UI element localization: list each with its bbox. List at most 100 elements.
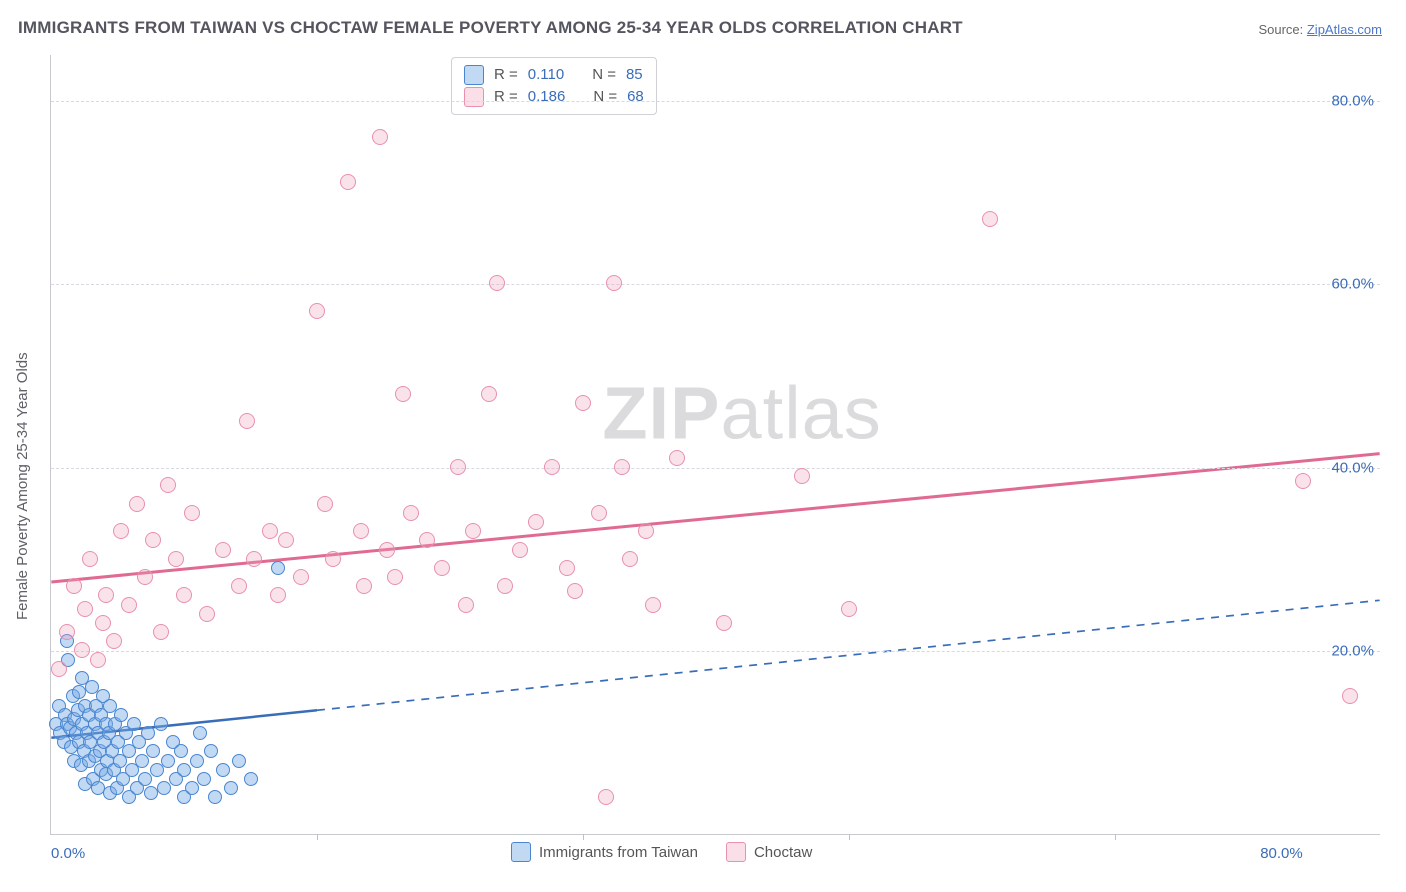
- data-point: [199, 606, 215, 622]
- data-point: [598, 789, 614, 805]
- gridline-h: [51, 651, 1380, 652]
- correlation-legend: R = 0.110 N = 85 R = 0.186 N = 68: [451, 57, 657, 115]
- data-point: [606, 275, 622, 291]
- data-point: [215, 542, 231, 558]
- data-point: [1342, 688, 1358, 704]
- data-point: [161, 754, 175, 768]
- legend-row-series-1: R = 0.186 N = 68: [464, 86, 644, 108]
- data-point: [77, 601, 93, 617]
- data-point: [129, 496, 145, 512]
- data-point: [224, 781, 238, 795]
- data-point: [465, 523, 481, 539]
- data-point: [197, 772, 211, 786]
- y-tick-label: 60.0%: [1331, 276, 1374, 293]
- data-point: [575, 395, 591, 411]
- data-point: [168, 551, 184, 567]
- gridline-h: [51, 101, 1380, 102]
- data-point: [208, 790, 222, 804]
- data-point: [340, 174, 356, 190]
- data-point: [95, 615, 111, 631]
- y-axis-label: Female Poverty Among 25-34 Year Olds: [14, 352, 31, 620]
- data-point: [190, 754, 204, 768]
- data-point: [146, 744, 160, 758]
- scatter-plot: ZIPatlas R = 0.110 N = 85 R = 0.186 N = …: [50, 55, 1380, 835]
- data-point: [387, 569, 403, 585]
- data-point: [591, 505, 607, 521]
- r-value-1: 0.186: [528, 86, 566, 108]
- data-point: [153, 624, 169, 640]
- legend-item-1: Choctaw: [726, 842, 812, 862]
- data-point: [353, 523, 369, 539]
- data-point: [66, 578, 82, 594]
- data-point: [74, 642, 90, 658]
- data-point: [114, 708, 128, 722]
- chart-title: IMMIGRANTS FROM TAIWAN VS CHOCTAW FEMALE…: [18, 18, 963, 38]
- data-point: [232, 754, 246, 768]
- series-name-1: Choctaw: [754, 844, 812, 861]
- data-point: [121, 597, 137, 613]
- data-point: [544, 459, 560, 475]
- x-tick-label: 80.0%: [1260, 845, 1303, 862]
- data-point: [98, 587, 114, 603]
- gridline-h: [51, 468, 1380, 469]
- data-point: [154, 717, 168, 731]
- data-point: [512, 542, 528, 558]
- swatch-blue: [464, 65, 484, 85]
- data-point: [379, 542, 395, 558]
- data-point: [113, 523, 129, 539]
- x-tick-mark: [317, 834, 318, 840]
- swatch-pink: [464, 87, 484, 107]
- data-point: [1295, 473, 1311, 489]
- x-tick-mark: [1115, 834, 1116, 840]
- series-name-0: Immigrants from Taiwan: [539, 844, 698, 861]
- n-label: N =: [592, 64, 616, 86]
- data-point: [185, 781, 199, 795]
- y-tick-label: 40.0%: [1331, 459, 1374, 476]
- data-point: [559, 560, 575, 576]
- source-link[interactable]: ZipAtlas.com: [1307, 22, 1382, 37]
- swatch-pink: [726, 842, 746, 862]
- data-point: [325, 551, 341, 567]
- data-point: [528, 514, 544, 530]
- data-point: [145, 532, 161, 548]
- source-prefix: Source:: [1258, 22, 1306, 37]
- data-point: [497, 578, 513, 594]
- data-point: [177, 763, 191, 777]
- data-point: [356, 578, 372, 594]
- legend-row-series-0: R = 0.110 N = 85: [464, 64, 644, 86]
- n-value-0: 85: [626, 64, 643, 86]
- data-point: [794, 468, 810, 484]
- data-point: [51, 661, 67, 677]
- data-point: [716, 615, 732, 631]
- r-label: R =: [494, 86, 518, 108]
- data-point: [270, 587, 286, 603]
- data-point: [622, 551, 638, 567]
- data-point: [271, 561, 285, 575]
- data-point: [317, 496, 333, 512]
- data-point: [246, 551, 262, 567]
- source-attribution: Source: ZipAtlas.com: [1258, 22, 1382, 37]
- data-point: [567, 583, 583, 599]
- data-point: [239, 413, 255, 429]
- data-point: [137, 569, 153, 585]
- data-point: [638, 523, 654, 539]
- data-point: [645, 597, 661, 613]
- data-point: [204, 744, 218, 758]
- data-point: [309, 303, 325, 319]
- data-point: [193, 726, 207, 740]
- n-value-1: 68: [627, 86, 644, 108]
- data-point: [450, 459, 466, 475]
- data-point: [403, 505, 419, 521]
- data-point: [244, 772, 258, 786]
- data-point: [82, 551, 98, 567]
- data-point: [982, 211, 998, 227]
- data-point: [372, 129, 388, 145]
- data-point: [127, 717, 141, 731]
- data-point: [90, 652, 106, 668]
- data-point: [138, 772, 152, 786]
- data-point: [841, 601, 857, 617]
- data-point: [216, 763, 230, 777]
- y-tick-label: 80.0%: [1331, 92, 1374, 109]
- watermark: ZIPatlas: [602, 371, 881, 456]
- data-point: [262, 523, 278, 539]
